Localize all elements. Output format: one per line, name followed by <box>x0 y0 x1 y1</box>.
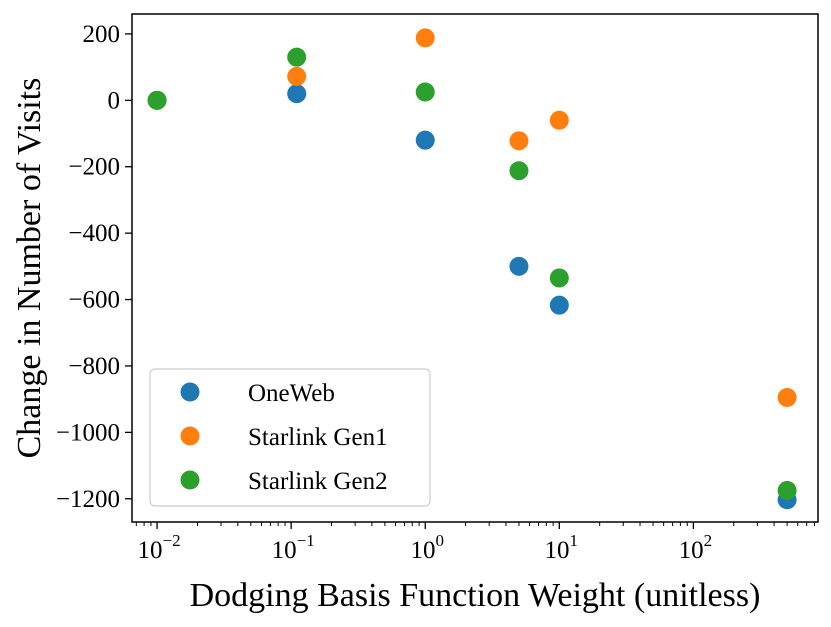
legend: OneWeb Starlink Gen1 Starlink Gen2 <box>149 368 431 507</box>
y-tick-label: −800 <box>68 353 120 380</box>
data-point <box>415 28 435 48</box>
data-point <box>509 256 529 276</box>
legend-label: Starlink Gen1 <box>248 424 388 451</box>
data-point <box>509 161 529 181</box>
y-tick-label: −400 <box>68 220 120 247</box>
data-point <box>549 295 569 315</box>
y-tick-label: 200 <box>83 21 121 48</box>
legend-marker <box>180 382 200 402</box>
legend-marker <box>180 426 200 446</box>
data-point <box>549 110 569 130</box>
data-point <box>777 480 797 500</box>
data-point <box>287 84 307 104</box>
data-point <box>549 268 569 288</box>
data-point <box>287 47 307 67</box>
legend-label: Starlink Gen2 <box>248 468 388 495</box>
y-tick-label: −1200 <box>56 486 120 513</box>
y-tick-label: −200 <box>68 154 120 181</box>
data-points <box>147 28 797 510</box>
x-tick-label: 101 <box>545 531 579 564</box>
data-point <box>415 82 435 102</box>
legend-frame <box>149 368 431 507</box>
x-tick-label: 10−1 <box>272 531 315 564</box>
y-tick-label: −600 <box>68 287 120 314</box>
y-tick-label: 0 <box>108 87 121 114</box>
x-tick-label: 102 <box>679 531 713 564</box>
data-point <box>777 387 797 407</box>
y-axis-title: Change in Number of Visits <box>11 78 48 459</box>
data-point <box>147 90 167 110</box>
data-point <box>415 130 435 150</box>
data-point <box>509 131 529 151</box>
data-point <box>287 66 307 86</box>
y-tick-label: −1000 <box>56 419 120 446</box>
plot-frame <box>131 13 819 523</box>
x-tick-label: 100 <box>410 531 444 564</box>
legend-label: OneWeb <box>248 380 335 407</box>
legend-marker <box>180 470 200 490</box>
x-axis-title: Dodging Basis Function Weight (unitless) <box>190 577 761 614</box>
x-tick-label: 10−2 <box>138 531 181 564</box>
axis-ticks: 200 0 −200 −400 −600 −800 −1000 −1200 10−2 10−1 10… <box>56 21 815 564</box>
